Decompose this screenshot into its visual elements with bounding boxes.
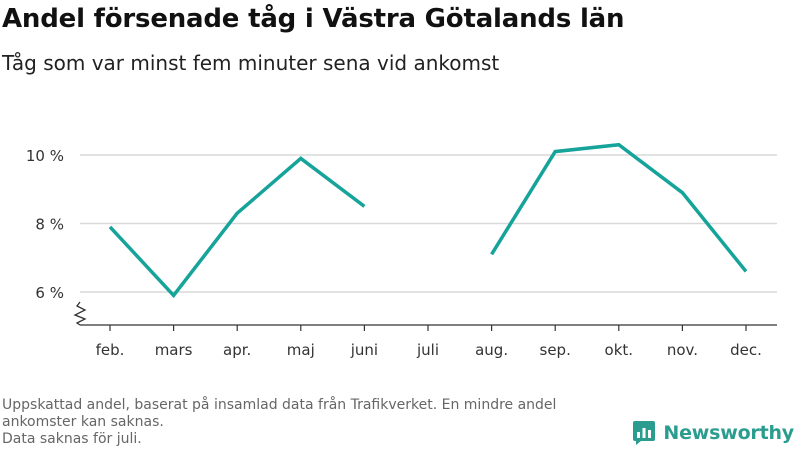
y-tick-label: 6 % xyxy=(35,284,64,302)
axis-break-icon xyxy=(73,301,87,326)
y-tick-label: 8 % xyxy=(35,216,64,234)
x-tick-label: feb. xyxy=(96,341,125,359)
x-tick-label: apr. xyxy=(223,341,251,359)
footnote: Uppskattad andel, baserat på insamlad da… xyxy=(2,397,642,448)
x-tick-label: juli xyxy=(416,341,439,359)
footnote-line: ankomster kan saknas. xyxy=(2,414,164,430)
footnote-line: Data saknas för juli. xyxy=(2,431,142,447)
chart-title: Andel försenade tåg i Västra Götalands l… xyxy=(2,4,625,34)
x-tick-label: okt. xyxy=(605,341,634,359)
newsworthy-logo-icon xyxy=(633,421,656,445)
x-tick-label: nov. xyxy=(667,341,698,359)
x-tick-label: juni xyxy=(350,341,378,359)
y-tick-label: 10 % xyxy=(26,147,64,165)
line-chart: 6 % 8 % 10 % feb. mars apr. maj juni juli aug. sep… xyxy=(26,142,777,359)
footnote-line: Uppskattad andel, baserat på insamlad da… xyxy=(2,397,557,413)
x-tick-label: dec. xyxy=(730,341,762,359)
series-line xyxy=(490,142,748,273)
x-tick-label: maj xyxy=(287,341,315,359)
chart-subtitle: Tåg som var minst fem minuter sena vid a… xyxy=(2,51,500,75)
x-tick-label: aug. xyxy=(475,341,508,359)
series-line xyxy=(108,156,366,299)
brand-logo: Newsworthy xyxy=(632,420,794,446)
x-tick-label: sep. xyxy=(540,341,571,359)
x-tick-label: mars xyxy=(155,341,193,359)
brand-name: Newsworthy xyxy=(663,422,794,444)
